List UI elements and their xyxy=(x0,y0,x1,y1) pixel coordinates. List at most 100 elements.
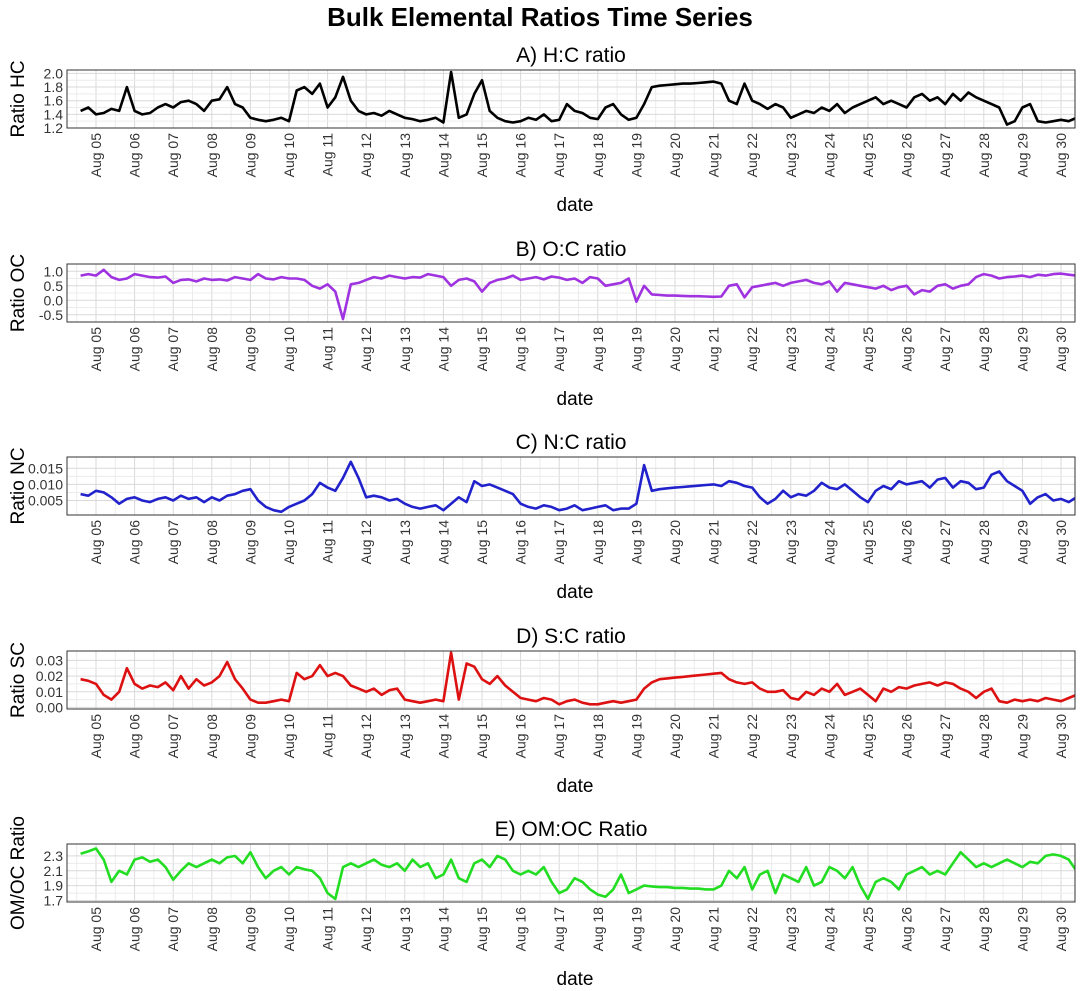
x-tick-label: Aug 28 xyxy=(976,520,992,565)
x-tick-label: Aug 26 xyxy=(899,714,915,759)
y-tick-label: 0.5 xyxy=(44,278,64,294)
x-tick-label: Aug 20 xyxy=(667,714,683,759)
x-tick-label: Aug 29 xyxy=(1014,133,1030,178)
x-tick-label: Aug 21 xyxy=(706,327,722,372)
x-tick-label: Aug 11 xyxy=(320,520,336,564)
x-tick-label: Aug 20 xyxy=(667,133,683,178)
x-tick-label: Aug 22 xyxy=(744,520,760,565)
y-tick-label: 2.1 xyxy=(44,863,64,879)
series-line xyxy=(80,651,1075,706)
x-tick-label: Aug 25 xyxy=(860,133,876,178)
x-tick-label: Aug 12 xyxy=(358,327,374,372)
x-tick-label: Aug 21 xyxy=(706,520,722,565)
panel-title: D) S:C ratio xyxy=(516,625,626,648)
x-tick-label: Aug 09 xyxy=(242,520,258,565)
x-tick-label: Aug 11 xyxy=(320,907,336,951)
x-tick-label: Aug 19 xyxy=(628,520,644,565)
x-tick-label: Aug 24 xyxy=(821,133,837,178)
panel-title: B) O:C ratio xyxy=(516,238,627,261)
x-tick-label: Aug 25 xyxy=(860,714,876,759)
x-tick-label: Aug 26 xyxy=(899,520,915,565)
x-tick-label: Aug 08 xyxy=(204,327,220,372)
y-tick-label: 1.2 xyxy=(44,120,64,136)
x-tick-label: Aug 10 xyxy=(281,327,297,372)
x-tick-label: Aug 07 xyxy=(165,714,181,759)
y-axis-label: Ratio NC xyxy=(8,447,29,524)
plot-border xyxy=(66,650,1076,710)
x-tick-label: Aug 25 xyxy=(860,327,876,372)
y-tick-label: 1.8 xyxy=(44,79,64,95)
x-tick-label: Aug 26 xyxy=(899,907,915,952)
x-tick-label: Aug 23 xyxy=(783,133,799,178)
x-tick-label: Aug 05 xyxy=(88,907,104,952)
x-tick-label: Aug 27 xyxy=(937,907,953,952)
x-tick-label: Aug 13 xyxy=(397,907,413,952)
x-tick-label: Aug 21 xyxy=(706,133,722,178)
panel-title: E) OM:OC Ratio xyxy=(495,818,648,841)
x-tick-label: Aug 25 xyxy=(860,520,876,565)
x-tick-label: Aug 22 xyxy=(744,907,760,952)
x-tick-label: Aug 20 xyxy=(667,907,683,952)
plot-border xyxy=(66,843,1076,903)
x-tick-label: Aug 21 xyxy=(706,907,722,952)
y-tick-label: 0.01 xyxy=(36,684,63,700)
panel-1: A) H:C ratio 1.21.41.61.82.0 Aug 05 Aug 06 A… xyxy=(8,44,1076,216)
y-tick-label: 0.00 xyxy=(36,699,63,715)
x-tick-label: Aug 15 xyxy=(474,714,490,759)
x-tick-label: Aug 19 xyxy=(628,133,644,178)
y-tick-label: 2.3 xyxy=(44,848,64,864)
x-tick-label: Aug 28 xyxy=(976,133,992,178)
x-tick-label: Aug 13 xyxy=(397,327,413,372)
x-tick-label: Aug 24 xyxy=(821,327,837,372)
x-tick-label: Aug 22 xyxy=(744,327,760,372)
x-tick-label: Aug 06 xyxy=(127,714,143,759)
x-axis-label: date xyxy=(557,969,594,990)
x-tick-label: Aug 17 xyxy=(551,520,567,565)
x-tick-label: Aug 28 xyxy=(976,907,992,952)
series-line xyxy=(80,847,1075,901)
plot-border xyxy=(66,456,1076,516)
x-tick-label: Aug 19 xyxy=(628,907,644,952)
y-tick-label: 1.9 xyxy=(44,878,64,894)
x-tick-label: Aug 05 xyxy=(88,133,104,178)
x-tick-label: Aug 30 xyxy=(1053,520,1069,565)
x-tick-label: Aug 09 xyxy=(242,133,258,178)
x-tick-label: Aug 20 xyxy=(667,327,683,372)
panel-title: C) N:C ratio xyxy=(516,431,627,454)
x-tick-label: Aug 28 xyxy=(976,327,992,372)
x-tick-label: Aug 06 xyxy=(127,907,143,952)
x-tick-label: Aug 12 xyxy=(358,133,374,178)
x-tick-label: Aug 25 xyxy=(860,907,876,952)
x-axis-label: date xyxy=(557,195,594,216)
x-tick-label: Aug 26 xyxy=(899,327,915,372)
x-tick-label: Aug 10 xyxy=(281,520,297,565)
x-tick-label: Aug 05 xyxy=(88,520,104,565)
x-tick-label: Aug 18 xyxy=(590,133,606,178)
x-tick-label: Aug 14 xyxy=(435,907,451,952)
x-tick-label: Aug 08 xyxy=(204,907,220,952)
x-tick-label: Aug 08 xyxy=(204,520,220,565)
x-tick-label: Aug 16 xyxy=(513,714,529,759)
x-tick-label: Aug 21 xyxy=(706,714,722,759)
panel-5: E) OM:OC Ratio 1.71.92.12.3 Aug 05 Aug 06 Au… xyxy=(8,816,1076,990)
y-tick-label: 0.015 xyxy=(28,460,63,476)
x-tick-label: Aug 27 xyxy=(937,327,953,372)
x-tick-label: Aug 18 xyxy=(590,520,606,565)
x-tick-label: Aug 28 xyxy=(976,714,992,759)
x-tick-label: Aug 23 xyxy=(783,520,799,565)
y-tick-label: 0.0 xyxy=(44,292,64,308)
y-tick-label: 1.0 xyxy=(44,263,64,279)
x-tick-label: Aug 10 xyxy=(281,714,297,759)
x-tick-label: Aug 23 xyxy=(783,327,799,372)
y-tick-label: 0.02 xyxy=(36,668,63,684)
x-tick-label: Aug 06 xyxy=(127,327,143,372)
x-tick-label: Aug 26 xyxy=(899,133,915,178)
x-tick-label: Aug 15 xyxy=(474,520,490,565)
x-tick-label: Aug 30 xyxy=(1053,714,1069,759)
x-tick-label: Aug 17 xyxy=(551,714,567,759)
x-tick-label: Aug 14 xyxy=(435,520,451,565)
y-axis-label: Ratio OC xyxy=(8,254,29,332)
y-axis-label: OM/OC Ratio xyxy=(8,816,29,930)
